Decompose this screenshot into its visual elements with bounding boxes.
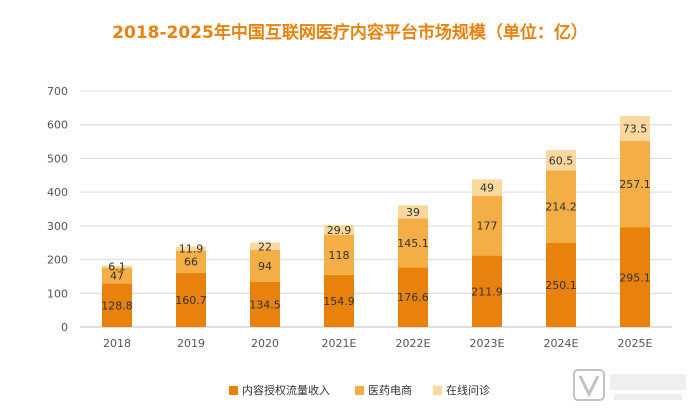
bar-segment — [176, 272, 206, 327]
x-tick-label: 2019 — [177, 337, 205, 350]
y-tick-label: 300 — [47, 220, 68, 233]
bar-segment — [250, 249, 280, 282]
y-axis: 0 100 200 300 400 500 600 700 — [47, 85, 68, 334]
bar-segment — [102, 283, 132, 327]
x-tick-label: 2021E — [322, 337, 357, 350]
bar-segment — [620, 116, 650, 141]
data-label: 154.9 — [323, 295, 355, 308]
data-label: 128.8 — [101, 299, 133, 312]
bar-segment — [324, 224, 354, 235]
data-label: 214.2 — [545, 201, 577, 214]
data-label: 134.5 — [249, 298, 281, 311]
data-label: 11.9 — [179, 243, 204, 256]
bar-segment — [250, 242, 280, 250]
x-tick-label: 2018 — [103, 337, 131, 350]
bar-segment — [546, 242, 576, 327]
x-tick-label: 2025E — [618, 337, 653, 350]
bar-segment — [324, 274, 354, 327]
x-tick-label: 2024E — [544, 337, 579, 350]
bar-segment — [102, 267, 132, 284]
bar-segment — [620, 140, 650, 228]
x-tick-label: 2020 — [251, 337, 279, 350]
data-label: 73.5 — [623, 122, 648, 135]
bar-segment — [324, 234, 354, 275]
data-label: 22 — [258, 240, 272, 253]
bar-segment — [250, 281, 280, 327]
y-tick-label: 500 — [47, 152, 68, 165]
legend-label: 内容授权流量收入 — [242, 383, 330, 397]
x-axis: 2018 2019 2020 2021E 2022E 2023E 2024E 2025E — [103, 337, 653, 350]
bar-segment — [546, 150, 576, 171]
data-label: 176.6 — [397, 291, 429, 304]
bar-segment — [102, 265, 132, 268]
data-label: 211.9 — [471, 285, 503, 298]
bar-segment — [398, 267, 428, 327]
data-label: 250.1 — [545, 279, 577, 292]
y-tick-label: 600 — [47, 119, 68, 132]
data-label: 29.9 — [327, 224, 352, 237]
bar-segment — [176, 246, 206, 251]
legend: 内容授权流量收入 医药电商 在线问诊 — [229, 383, 490, 397]
legend-label: 在线问诊 — [446, 383, 490, 397]
bar-segment — [546, 170, 576, 243]
x-tick-label: 2022E — [396, 337, 431, 350]
data-label: 49 — [480, 182, 494, 195]
y-tick-label: 700 — [47, 85, 68, 98]
gridlines — [80, 90, 672, 328]
data-label: 94 — [258, 260, 272, 273]
legend-swatch — [355, 386, 364, 395]
data-label: 47 — [110, 270, 124, 283]
data-label: 60.5 — [549, 154, 574, 167]
data-label: 6.1 — [108, 261, 126, 274]
data-label: 118 — [329, 249, 350, 262]
bar-segment — [472, 195, 502, 256]
data-label: 257.1 — [619, 178, 651, 191]
bar-segment — [620, 227, 650, 327]
data-label: 160.7 — [175, 294, 207, 307]
bar-segment — [472, 179, 502, 196]
data-label: 295.1 — [619, 271, 651, 284]
legend-label: 医药电商 — [368, 383, 412, 397]
y-tick-label: 200 — [47, 254, 68, 267]
bar-segment — [176, 250, 206, 273]
bars — [102, 116, 650, 327]
bar-segment — [398, 205, 428, 219]
data-label: 39 — [406, 206, 420, 219]
x-tick-label: 2023E — [470, 337, 505, 350]
legend-swatch — [433, 386, 442, 395]
watermark-logo — [573, 369, 686, 401]
data-label: 145.1 — [397, 237, 429, 250]
y-tick-label: 400 — [47, 186, 68, 199]
chart-title: 2018-2025年中国互联网医疗内容平台市场规模（单位：亿） — [112, 22, 588, 43]
data-label: 177 — [477, 220, 498, 233]
bar-segment — [398, 218, 428, 268]
legend-swatch — [229, 386, 238, 395]
y-tick-label: 0 — [61, 321, 68, 334]
data-label: 66 — [184, 256, 198, 269]
y-tick-label: 100 — [47, 287, 68, 300]
bar-segment — [472, 255, 502, 327]
